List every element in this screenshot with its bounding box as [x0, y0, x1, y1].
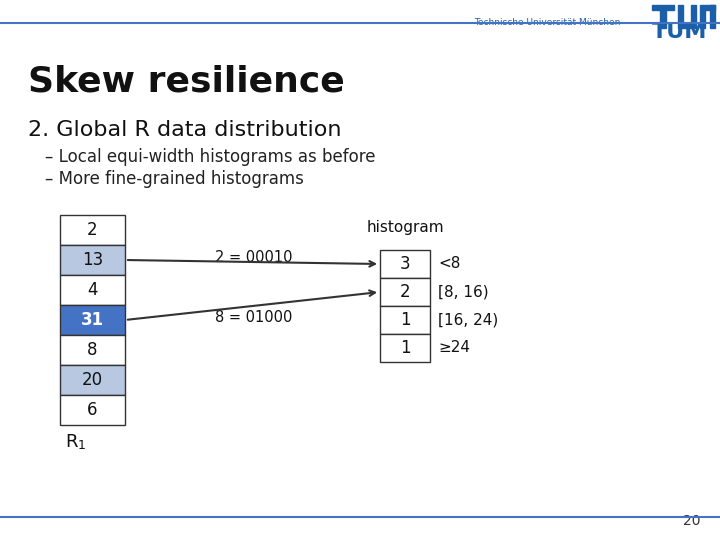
Bar: [660, 10, 666, 28]
Text: 8 = 01000: 8 = 01000: [215, 310, 292, 326]
Text: 20: 20: [683, 514, 700, 528]
Text: 13: 13: [82, 251, 103, 269]
Bar: [60, 215, 125, 245]
Text: 8: 8: [87, 341, 98, 359]
Text: TUM: TUM: [652, 22, 708, 42]
Text: Skew resilience: Skew resilience: [28, 65, 345, 99]
Bar: [60, 395, 125, 425]
Text: R: R: [65, 433, 78, 451]
Bar: [683, 23, 691, 28]
Text: 6: 6: [87, 401, 98, 419]
Bar: [710, 5, 715, 28]
Bar: [380, 250, 430, 278]
Text: 1: 1: [400, 311, 410, 329]
Text: 2: 2: [87, 221, 98, 239]
Bar: [380, 278, 430, 306]
Bar: [700, 5, 705, 28]
Bar: [710, 5, 715, 10]
Bar: [380, 334, 430, 362]
Text: 1: 1: [78, 439, 86, 452]
Bar: [60, 245, 125, 275]
Text: 1: 1: [400, 339, 410, 357]
Bar: [60, 365, 125, 395]
Text: – Local equi-width histograms as before: – Local equi-width histograms as before: [45, 148, 376, 166]
Bar: [60, 275, 125, 305]
Bar: [60, 305, 125, 335]
Text: 2 = 00010: 2 = 00010: [215, 251, 292, 266]
Bar: [380, 306, 430, 334]
Text: 20: 20: [82, 371, 103, 389]
Bar: [652, 5, 674, 10]
Bar: [678, 5, 683, 28]
Bar: [60, 335, 125, 365]
Text: [16, 24): [16, 24): [438, 313, 498, 327]
Text: 2. Global R data distribution: 2. Global R data distribution: [28, 120, 341, 140]
Text: ≥24: ≥24: [438, 341, 470, 355]
Text: 3: 3: [400, 255, 410, 273]
Text: <8: <8: [438, 256, 460, 272]
Text: 31: 31: [81, 311, 104, 329]
Text: 2: 2: [400, 283, 410, 301]
Text: – More fine-grained histograms: – More fine-grained histograms: [45, 170, 304, 188]
Bar: [691, 5, 696, 28]
Bar: [705, 5, 710, 10]
Text: [8, 16): [8, 16): [438, 285, 489, 300]
Text: Technische Universität München: Technische Universität München: [474, 18, 620, 27]
Text: histogram: histogram: [366, 220, 444, 235]
Text: 4: 4: [87, 281, 98, 299]
